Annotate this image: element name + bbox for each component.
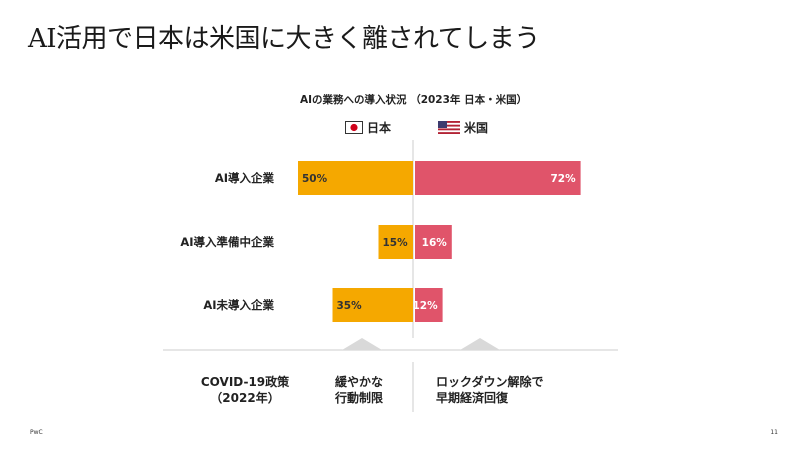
covid-policy-heading: COVID-19政策 （2022年）: [180, 374, 310, 406]
brand-logo: PwC: [30, 429, 43, 436]
covid-policy-heading-line2: （2022年）: [210, 391, 280, 405]
category-label: AI導入準備中企業: [180, 235, 274, 249]
japan-value-label: 50%: [302, 173, 328, 185]
japan-policy-note: 緩やかな 行動制限: [335, 374, 383, 406]
us-bar: [415, 225, 452, 259]
legend-japan-label: 日本: [367, 121, 392, 135]
japan-value-label: 15%: [383, 237, 409, 249]
us-bar: [415, 161, 581, 195]
page-number: 11: [770, 429, 778, 436]
japan-bar: [298, 161, 413, 195]
us-value-label: 72%: [550, 173, 576, 185]
us-policy-line2: 早期経済回復: [436, 391, 509, 405]
us-pointer-icon: [460, 338, 500, 350]
legend-us-label: 米国: [464, 121, 489, 135]
us-policy-line1: ロックダウン解除で: [436, 375, 544, 389]
us-policy-note: ロックダウン解除で 早期経済回復: [436, 374, 544, 406]
japan-flag-icon: [345, 121, 363, 134]
us-value-label: 16%: [422, 237, 448, 249]
japan-policy-line1: 緩やかな: [335, 375, 384, 389]
japan-bar: [378, 225, 413, 259]
japan-policy-line2: 行動制限: [335, 391, 384, 405]
legend-japan: 日本: [345, 119, 391, 136]
legend-us: 米国: [438, 119, 488, 136]
slide-title: AI活用で日本は米国に大きく離されてしまう: [28, 24, 540, 54]
japan-value-label: 35%: [337, 300, 363, 312]
japan-pointer-icon: [342, 338, 382, 350]
us-bar: [415, 288, 443, 322]
us-flag-icon: [438, 121, 460, 134]
japan-bar: [332, 288, 413, 322]
category-label: AI導入企業: [215, 171, 275, 185]
category-label: AI未導入企業: [203, 298, 274, 312]
covid-policy-heading-line1: COVID-19政策: [200, 375, 290, 389]
us-value-label: 12%: [412, 300, 438, 312]
chart-title: AIの業務への導入状況 （2023年 日本・米国）: [300, 94, 528, 106]
